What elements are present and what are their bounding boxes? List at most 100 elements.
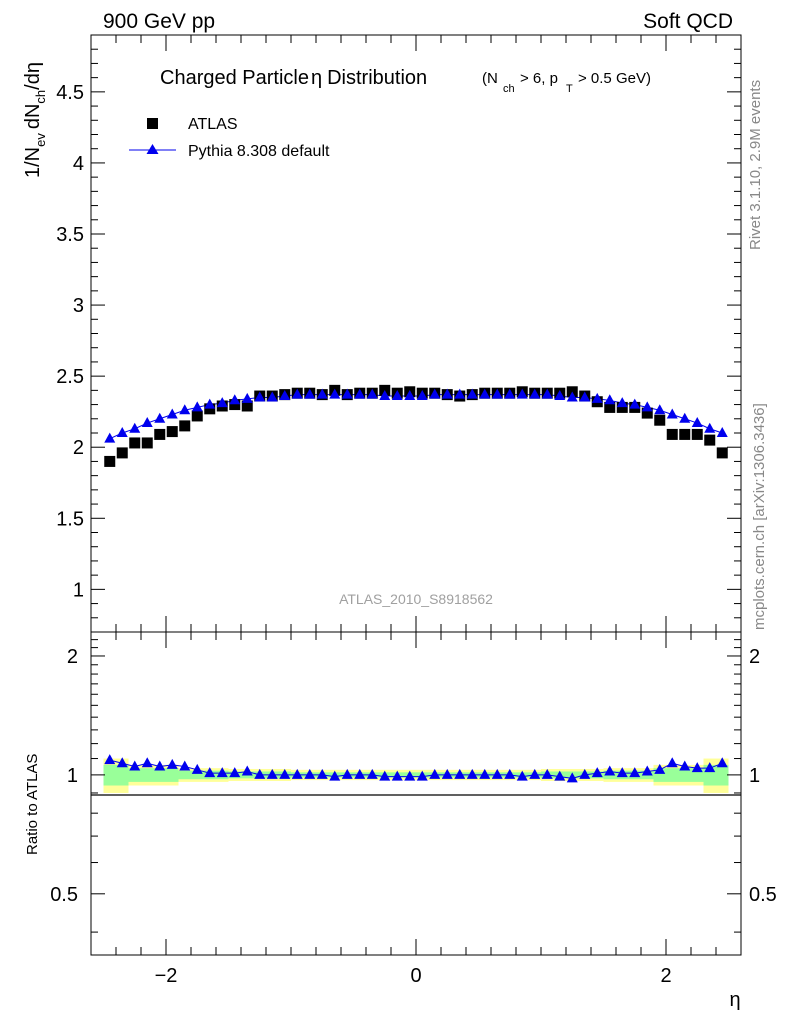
atlas-data-point: [141, 437, 153, 449]
ratio-data-point: [679, 760, 691, 771]
atlas-data-point: [616, 401, 628, 413]
pythia-data-point: [479, 388, 491, 399]
pythia-data-point: [529, 388, 541, 399]
pythia-data-point: [129, 422, 141, 433]
atlas-data-point: [229, 399, 241, 411]
svg-text:> 0.5 GeV): > 0.5 GeV): [578, 70, 651, 87]
ratio-inner-band: [603, 770, 654, 780]
pythia-data-point: [391, 390, 403, 401]
x-tick-label: 0: [410, 965, 421, 987]
pythia-data-point: [666, 408, 678, 419]
ratio-data-point: [416, 770, 428, 781]
chart-title-condition: (N ch > 6, p T > 0.5 GeV): [482, 70, 651, 95]
pythia-data-point: [229, 394, 241, 405]
pythia-data-point: [116, 427, 128, 437]
svg-text:ch: ch: [503, 83, 515, 95]
pythia-data-point: [204, 398, 216, 409]
main-y-tick-label: 4: [73, 153, 84, 175]
main-markers: [104, 384, 728, 467]
chart-title: Charged Particle η Distribution: [160, 67, 427, 89]
pythia-data-point: [154, 412, 166, 423]
ratio-data-point: [316, 768, 328, 779]
ratio-data-point: [541, 768, 553, 779]
pythia-data-point: [504, 388, 516, 399]
chart-title-symbol: η: [311, 67, 322, 89]
atlas-data-point: [191, 410, 203, 422]
pythia-data-point: [254, 391, 266, 402]
pythia-data-point: [316, 388, 328, 399]
ratio-data-point: [366, 768, 378, 779]
ratio-axis-ticks: −2 0 2 0.5 0.5 1 1 2 2: [50, 632, 777, 987]
ratio-data-point: [404, 770, 416, 781]
pythia-data-point: [104, 432, 116, 443]
main-y-tick-label: 4.5: [56, 82, 84, 104]
x-tick-label: 2: [660, 965, 671, 987]
atlas-data-point: [704, 434, 716, 446]
ratio-data-point: [266, 768, 278, 779]
pythia-data-point: [141, 417, 153, 428]
ratio-data-point: [279, 768, 291, 779]
ratio-data-point: [141, 757, 153, 768]
ratio-data-point: [691, 762, 703, 773]
atlas-data-point: [179, 420, 191, 432]
pythia-data-point: [191, 401, 203, 412]
analysis-label: ATLAS_2010_S8918562: [339, 591, 493, 607]
pythia-data-point: [416, 390, 428, 401]
pythia-data-point: [579, 391, 591, 402]
svg-text:(N: (N: [482, 70, 498, 87]
pythia-data-point: [266, 391, 278, 402]
chart-title-text: Charged Particle: [160, 67, 309, 89]
ratio-y-tick-label-left: 1: [67, 765, 78, 787]
ratio-data-point: [104, 754, 116, 765]
main-y-tick-label: 2.5: [56, 366, 84, 388]
pythia-data-point: [654, 404, 666, 415]
atlas-data-point: [104, 455, 116, 467]
atlas-data-point: [154, 428, 166, 440]
pythia-data-point: [516, 388, 528, 399]
pythia-data-point: [641, 401, 653, 412]
main-y-axis-label: 1/NevdNch/dη: [22, 62, 48, 178]
main-y-tick-label: 1.5: [56, 508, 84, 530]
pythia-data-point: [604, 394, 616, 405]
rivet-version-label: Rivet 3.1.10, 2.9M events: [747, 80, 764, 250]
atlas-data-point: [129, 437, 141, 449]
ratio-data-point: [566, 772, 578, 783]
ratio-data-point: [379, 770, 391, 781]
ratio-y-tick-label-right: 2: [749, 646, 760, 668]
header-category-label: Soft QCD: [643, 10, 733, 33]
chart-title-word: Distribution: [327, 67, 427, 89]
ratio-data-point: [529, 768, 541, 779]
atlas-data-point: [654, 414, 666, 426]
svg-text:> 6, p: > 6, p: [520, 70, 558, 87]
ratio-data-point: [129, 760, 141, 771]
ratio-data-point: [254, 768, 266, 779]
ratio-panel: −2 0 2 0.5 0.5 1 1 2 2 Ratio to ATLAS η: [24, 631, 777, 1011]
ratio-inner-band: [128, 768, 179, 782]
main-y-tick-label: 1: [73, 579, 84, 601]
x-tick-label: −2: [155, 965, 178, 987]
ratio-data-point: [291, 768, 303, 779]
pythia-data-point: [616, 397, 628, 408]
pythia-data-point: [354, 388, 366, 399]
atlas-data-point: [166, 426, 178, 438]
pythia-data-point: [629, 398, 641, 409]
ratio-data-point: [429, 768, 441, 779]
atlas-data-point: [691, 428, 703, 440]
ratio-inner-band: [653, 768, 704, 782]
legend-pythia-label: Pythia 8.308 default: [188, 143, 330, 160]
ratio-y-tick-label-left: 2: [67, 646, 78, 668]
ratio-data-point: [491, 768, 503, 779]
pythia-data-point: [679, 412, 691, 423]
ratio-data-point: [241, 765, 253, 776]
pythia-data-point: [704, 422, 716, 433]
ratio-data-point: [654, 763, 666, 774]
ratio-data-point: [229, 767, 241, 778]
pythia-data-point: [491, 388, 503, 399]
pythia-data-point: [379, 390, 391, 401]
atlas-data-point: [641, 407, 653, 419]
pythia-data-point: [541, 388, 553, 399]
pythia-data-point: [241, 392, 253, 403]
ratio-data-point: [616, 767, 628, 778]
ratio-data-point: [216, 767, 228, 778]
